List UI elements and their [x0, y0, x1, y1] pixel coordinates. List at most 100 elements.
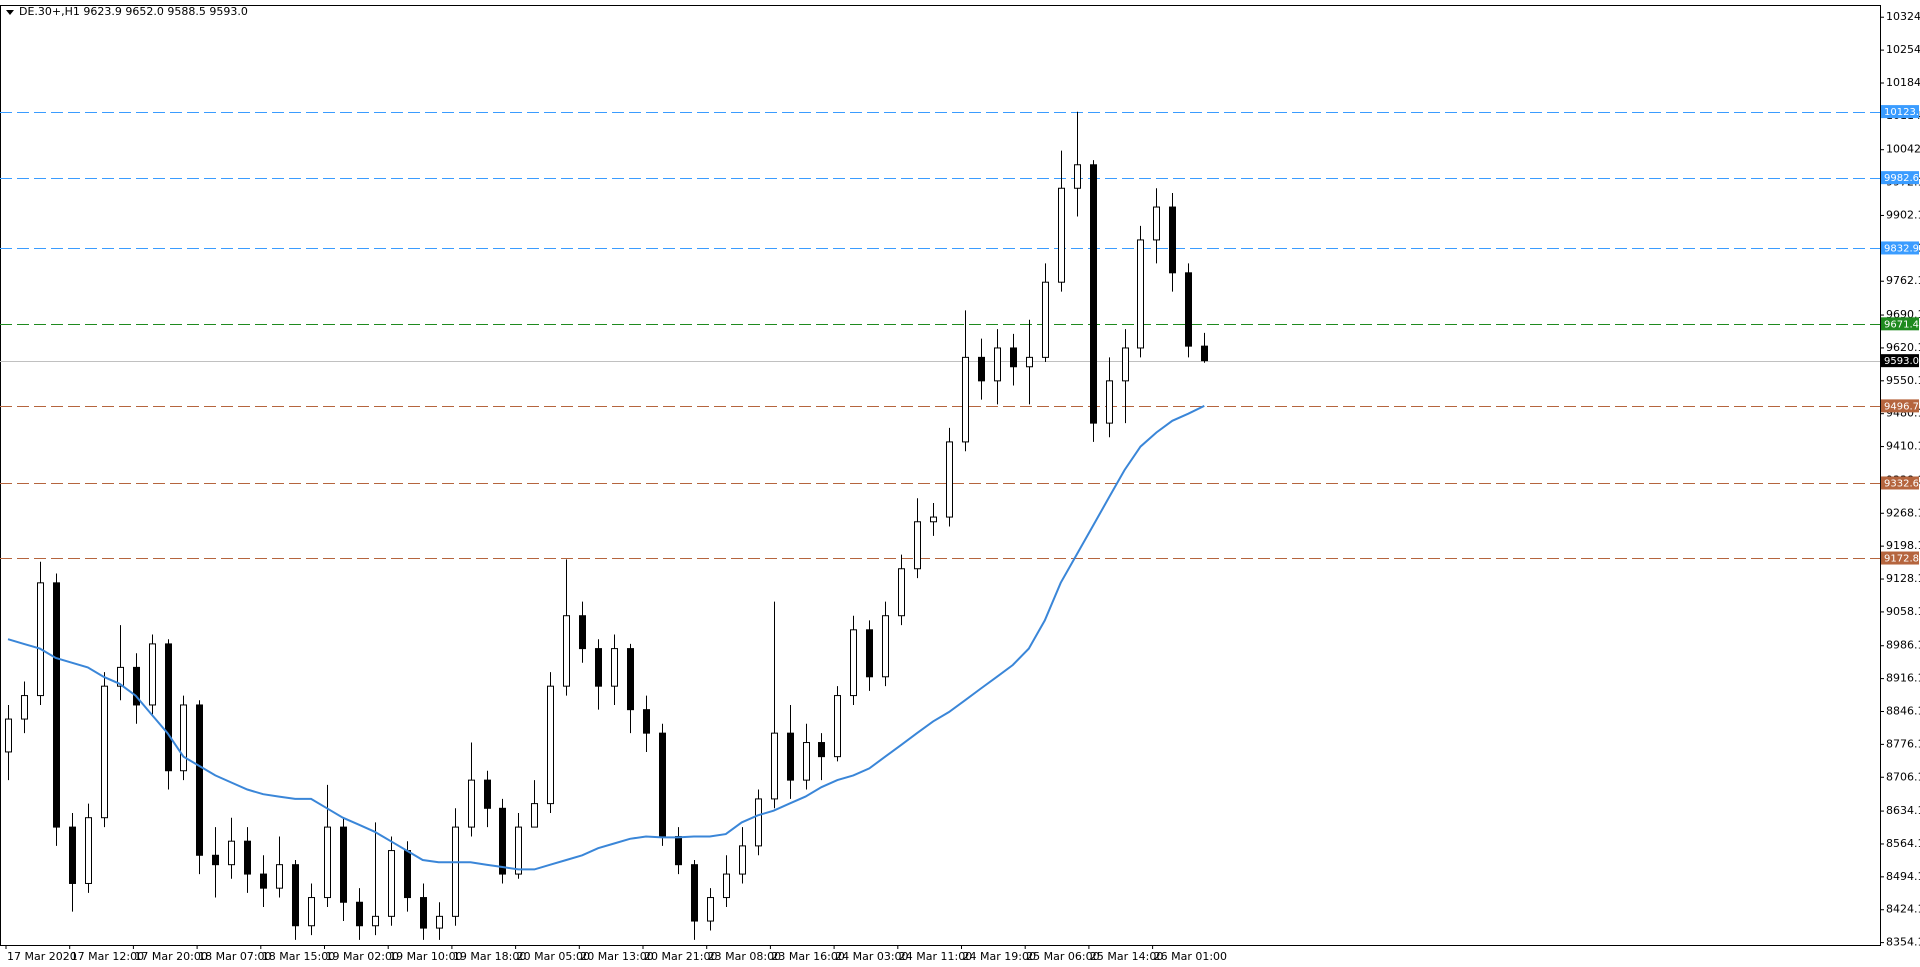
candle-body	[1185, 272, 1192, 347]
x-tick-label: 25 Mar 06:00	[1026, 950, 1099, 963]
x-tick-label: 24 Mar 19:00	[963, 950, 1036, 963]
candle-body	[101, 685, 108, 819]
x-tick-label: 20 Mar 13:00	[580, 950, 653, 963]
y-tick-label: 8916.1	[1886, 672, 1920, 685]
level-label: 9982.6	[1884, 173, 1919, 184]
x-tick-label: 24 Mar 03:00	[835, 950, 908, 963]
candle-body	[324, 826, 331, 899]
level-label-bg	[1881, 105, 1919, 119]
candle-body	[707, 897, 714, 922]
candle-body	[675, 835, 682, 866]
candle-body	[803, 742, 810, 781]
candle-body	[180, 704, 187, 772]
candle-body	[962, 356, 969, 443]
x-tick-label: 19 Mar 18:00	[453, 950, 526, 963]
y-tick-label: 9762.1	[1886, 274, 1920, 287]
candle-body	[404, 850, 411, 899]
level-label: 10123.2	[1884, 107, 1920, 118]
x-tick-label: 26 Mar 01:00	[1154, 950, 1227, 963]
candle-body	[515, 826, 522, 875]
level-label: 9172.8	[1884, 554, 1919, 565]
y-tick-label: 9128.1	[1886, 572, 1920, 585]
x-tick-label: 23 Mar 08:00	[708, 950, 781, 963]
candle-body	[946, 441, 953, 518]
candle-body	[1042, 281, 1049, 358]
candle-body	[499, 807, 506, 875]
x-tick-label: 25 Mar 14:00	[1090, 950, 1163, 963]
candle-body	[930, 516, 937, 523]
candle-body	[372, 915, 379, 927]
y-tick-label: 8564.1	[1886, 837, 1920, 850]
candle-body	[292, 864, 299, 927]
candle-body	[723, 873, 730, 899]
x-tick-label: 19 Mar 10:00	[389, 950, 462, 963]
candle-body	[866, 629, 873, 678]
x-tick-label: 18 Mar 15:00	[262, 950, 335, 963]
candle-body	[739, 845, 746, 875]
candle-body	[978, 356, 985, 382]
candle-body	[196, 704, 203, 856]
candle-body	[5, 718, 12, 753]
candle-body	[53, 582, 60, 828]
level-label-bg	[1881, 317, 1919, 331]
level-label: 9332.6	[1884, 478, 1919, 489]
y-tick-label: 9058.1	[1886, 605, 1920, 618]
candle-body	[531, 803, 538, 828]
level-label-bg	[1881, 171, 1919, 185]
y-tick-label: 8846.1	[1886, 704, 1920, 717]
candle-body	[356, 901, 363, 927]
candle-body	[260, 873, 267, 889]
level-label-bg	[1881, 476, 1919, 490]
x-tick-label: 23 Mar 16:00	[771, 950, 844, 963]
candle-body	[627, 648, 634, 711]
candle-body	[276, 864, 283, 889]
candle-body	[882, 615, 889, 678]
y-tick-label: 9620.1	[1886, 341, 1920, 354]
candle-body	[37, 582, 44, 697]
candle-body	[834, 695, 841, 758]
x-tick-label: 17 Mar 12:00	[71, 950, 144, 963]
y-tick-label: 10254.1	[1886, 43, 1920, 56]
candle-body	[643, 709, 650, 734]
candle-body	[1090, 164, 1097, 424]
candle-body	[468, 779, 475, 828]
candle-body	[308, 897, 315, 927]
level-label: 9671.4	[1884, 319, 1919, 330]
candle-body	[484, 779, 491, 809]
y-tick-label: 8494.1	[1886, 870, 1920, 883]
candle-body	[818, 742, 825, 758]
candle-body	[85, 817, 92, 884]
candle-body	[691, 864, 698, 922]
candle-body	[1074, 164, 1081, 189]
y-tick-label: 9902.1	[1886, 208, 1920, 221]
y-tick-label: 8986.1	[1886, 639, 1920, 652]
menu-arrow[interactable]	[6, 10, 14, 15]
y-tick-label: 8706.1	[1886, 770, 1920, 783]
candle-body	[388, 850, 395, 917]
level-label-bg	[1881, 354, 1919, 368]
candle-body	[212, 854, 219, 866]
candle-body	[149, 643, 156, 706]
candle-body	[21, 695, 28, 720]
level-label: 9593.0	[1884, 356, 1919, 367]
candle-body	[595, 648, 602, 687]
candle-body	[563, 615, 570, 687]
candle-body	[579, 615, 586, 650]
y-tick-label: 8354.1	[1886, 936, 1920, 949]
candle-body	[1137, 239, 1144, 349]
candle-body	[611, 648, 618, 687]
y-tick-label: 10042.1	[1886, 143, 1920, 156]
y-tick-label: 10184.1	[1886, 76, 1920, 89]
candle-body	[914, 521, 921, 570]
level-label-bg	[1881, 551, 1919, 565]
level-label-bg	[1881, 241, 1919, 255]
x-tick-label: 20 Mar 21:00	[644, 950, 717, 963]
candle-body	[755, 798, 762, 847]
candle-body	[228, 840, 235, 866]
candle-body	[117, 666, 124, 687]
candle-body	[850, 629, 857, 697]
candle-body	[452, 826, 459, 917]
y-tick-label: 10324.1	[1886, 10, 1920, 23]
candle-body	[1122, 347, 1129, 382]
